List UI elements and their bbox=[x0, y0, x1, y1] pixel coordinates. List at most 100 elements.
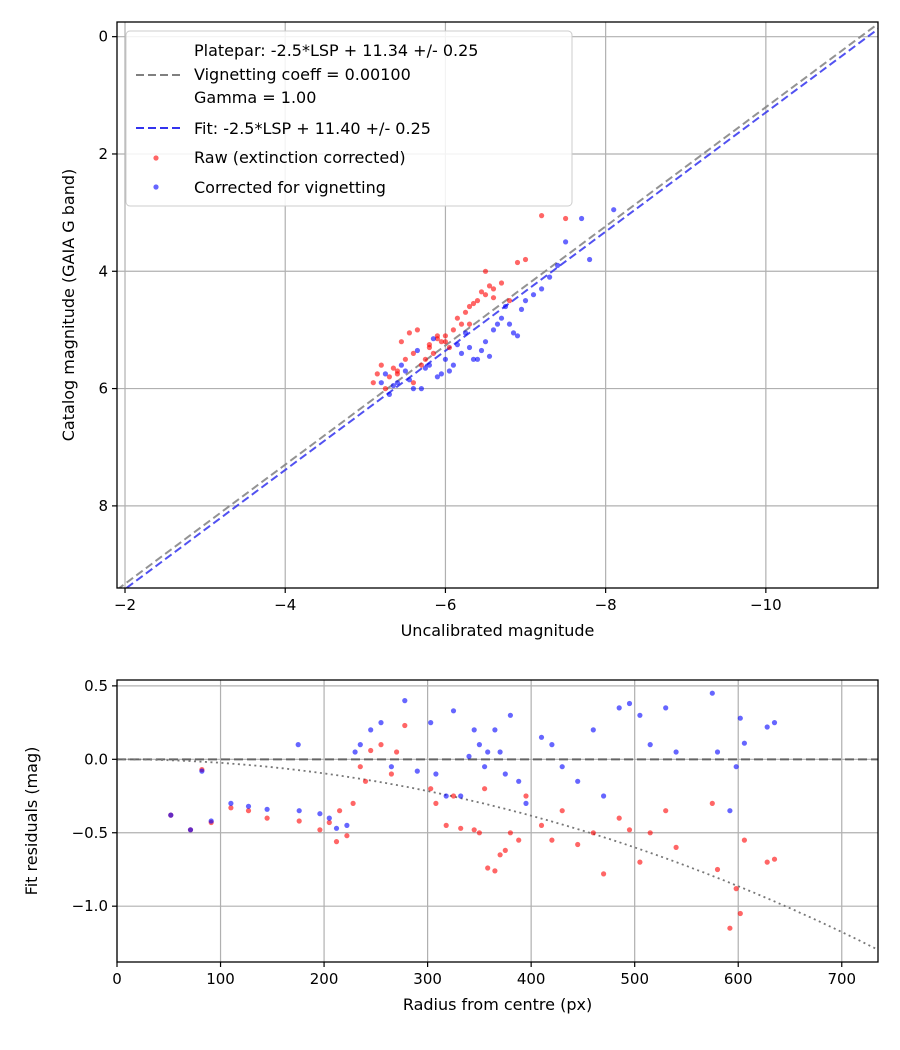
data-point bbox=[637, 859, 643, 865]
data-point bbox=[368, 727, 374, 733]
data-point bbox=[471, 827, 477, 833]
data-point bbox=[370, 380, 376, 386]
data-point bbox=[350, 800, 356, 807]
data-point bbox=[462, 309, 469, 315]
data-point bbox=[579, 215, 585, 222]
data-point bbox=[714, 749, 721, 755]
data-point bbox=[506, 298, 513, 304]
data-point bbox=[485, 749, 491, 755]
data-point bbox=[482, 268, 489, 274]
data-point bbox=[741, 837, 748, 843]
data-point bbox=[471, 727, 477, 733]
y-tick-label: 0 bbox=[98, 28, 108, 46]
data-point bbox=[398, 339, 404, 345]
data-point bbox=[228, 800, 234, 807]
data-point bbox=[394, 371, 400, 377]
data-point bbox=[510, 330, 517, 336]
data-point bbox=[426, 362, 432, 368]
data-point bbox=[466, 344, 473, 351]
data-point bbox=[454, 315, 460, 321]
data-point bbox=[590, 830, 596, 836]
data-point bbox=[549, 837, 555, 843]
fit-residuals-plot: 0 100 200 300 400 500 600 700 0.5 0.0 −0.5 −1.0 Radi… bbox=[22, 677, 879, 1014]
data-point bbox=[462, 330, 469, 336]
data-point bbox=[357, 742, 363, 748]
data-point bbox=[414, 347, 420, 354]
plot-frame bbox=[116, 21, 879, 589]
data-point bbox=[490, 295, 497, 301]
x-tick-label: 100 bbox=[206, 970, 235, 988]
y-tick-label: 8 bbox=[98, 497, 108, 515]
data-point bbox=[374, 371, 380, 377]
data-point bbox=[317, 827, 323, 833]
data-point bbox=[458, 350, 465, 356]
data-point bbox=[317, 811, 323, 817]
plot-frame bbox=[116, 679, 879, 963]
magnitude-calibration-plot: −2 −4 −6 −8 −10 0 2 4 6 8 Uncalibrated magnitude Ca… bbox=[59, 21, 879, 640]
y-axis-label: Fit residuals (mag) bbox=[22, 747, 41, 896]
data-point bbox=[428, 720, 434, 726]
data-point bbox=[539, 286, 545, 292]
data-point bbox=[470, 300, 477, 307]
data-point bbox=[498, 280, 505, 286]
data-point bbox=[388, 764, 394, 770]
data-point bbox=[663, 705, 669, 711]
data-point bbox=[337, 808, 343, 814]
data-point bbox=[497, 852, 503, 858]
data-point bbox=[430, 350, 436, 356]
data-point bbox=[187, 827, 194, 833]
data-point bbox=[647, 830, 653, 836]
data-point bbox=[764, 724, 770, 730]
data-point bbox=[382, 371, 388, 377]
data-point bbox=[733, 764, 739, 770]
data-point bbox=[482, 764, 488, 770]
x-tick-label: 500 bbox=[620, 970, 649, 988]
data-point bbox=[390, 383, 396, 389]
data-point bbox=[516, 837, 522, 843]
data-point bbox=[647, 742, 653, 748]
data-point bbox=[507, 712, 513, 718]
data-point bbox=[410, 380, 416, 386]
legend-fit-label: Fit: -2.5*LSP + 11.40 +/- 0.25 bbox=[194, 119, 431, 138]
data-point bbox=[506, 321, 513, 327]
x-tick-label: −2 bbox=[114, 596, 136, 614]
data-point bbox=[450, 362, 456, 368]
data-point bbox=[498, 315, 505, 321]
data-point bbox=[771, 856, 778, 862]
data-point bbox=[446, 368, 452, 374]
data-point bbox=[575, 778, 581, 784]
data-point bbox=[575, 841, 581, 848]
series-raw bbox=[168, 722, 778, 931]
data-point bbox=[434, 336, 440, 342]
data-point bbox=[450, 793, 457, 799]
data-point bbox=[737, 910, 743, 917]
data-point bbox=[333, 839, 340, 845]
y-tick-label: −1.0 bbox=[72, 897, 108, 915]
data-point bbox=[539, 213, 545, 219]
data-point bbox=[502, 847, 508, 854]
data-point bbox=[771, 720, 778, 726]
y-tick-label: 4 bbox=[98, 262, 108, 280]
data-point bbox=[430, 336, 436, 342]
x-tick-label: −10 bbox=[750, 596, 782, 614]
data-point bbox=[422, 356, 428, 362]
legend: Platepar: -2.5*LSP + 11.34 +/- 0.25 Vigne… bbox=[125, 30, 573, 207]
data-point bbox=[601, 871, 607, 877]
data-point bbox=[208, 818, 214, 824]
data-point bbox=[474, 356, 481, 362]
data-point bbox=[601, 793, 607, 799]
data-point bbox=[394, 380, 400, 386]
data-point bbox=[443, 822, 449, 829]
data-point bbox=[378, 362, 384, 368]
data-point bbox=[709, 690, 715, 696]
data-point bbox=[450, 327, 456, 333]
data-point bbox=[476, 742, 482, 748]
data-point bbox=[433, 800, 439, 807]
data-point bbox=[482, 339, 489, 345]
data-point bbox=[295, 742, 301, 748]
data-point bbox=[559, 808, 565, 814]
data-point bbox=[538, 734, 545, 740]
data-point bbox=[344, 833, 350, 839]
y-tick-label: −0.5 bbox=[72, 824, 108, 842]
data-point bbox=[482, 292, 489, 298]
